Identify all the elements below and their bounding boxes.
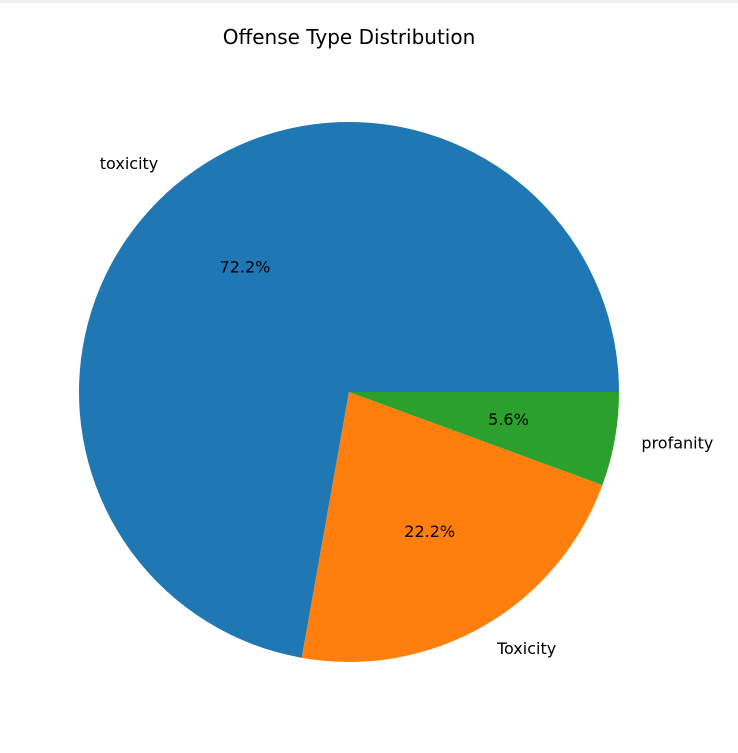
slice-percent-0: 72.2% (220, 257, 271, 276)
pie-labels: toxicity 72.2% Toxicity 22.2% profanity 5.6% (100, 154, 714, 658)
window-top-band (0, 0, 738, 3)
slice-label-0: toxicity (100, 154, 158, 173)
pie-slice-2 (349, 392, 619, 486)
slice-percent-2: 5.6% (488, 410, 529, 429)
pie-slices (78, 121, 619, 662)
pie-slice-0 (78, 121, 619, 658)
slice-label-1: Toxicity (496, 639, 556, 658)
slice-label-2: profanity (641, 433, 713, 452)
slice-percent-1: 22.2% (404, 522, 455, 541)
pie-slice-1 (301, 392, 603, 662)
chart-title: Offense Type Distribution (223, 25, 476, 49)
